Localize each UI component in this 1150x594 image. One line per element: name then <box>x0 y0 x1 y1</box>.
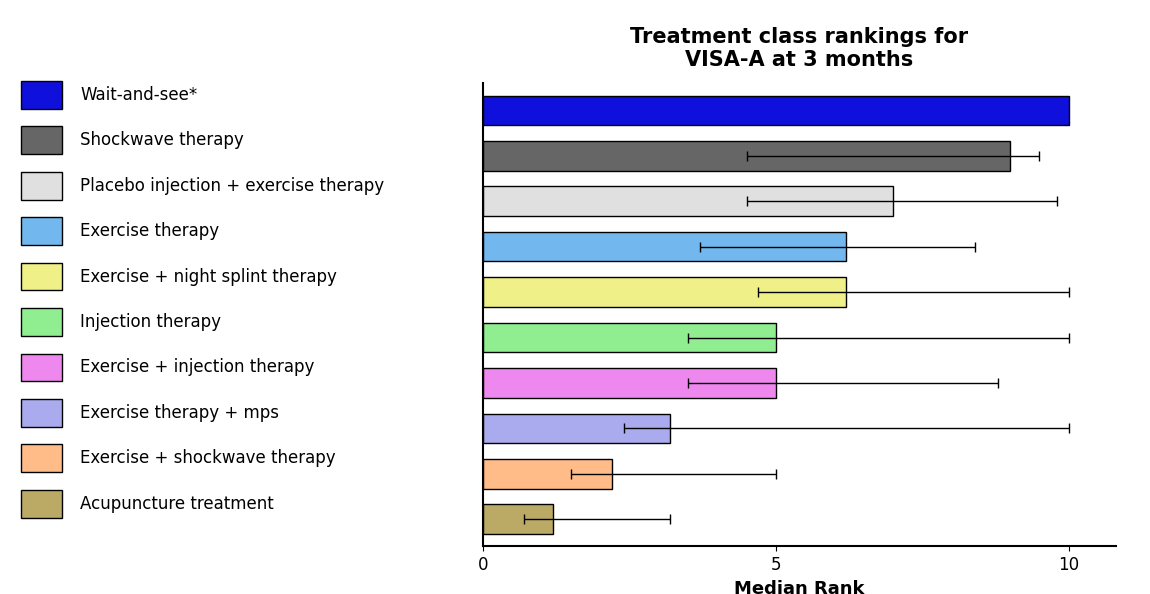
FancyBboxPatch shape <box>21 263 62 290</box>
Bar <box>483 141 1010 170</box>
Bar <box>483 504 553 534</box>
Text: Exercise + night splint therapy: Exercise + night splint therapy <box>81 267 337 286</box>
Text: Shockwave therapy: Shockwave therapy <box>81 131 244 149</box>
Text: Exercise therapy + mps: Exercise therapy + mps <box>81 404 279 422</box>
Text: Injection therapy: Injection therapy <box>81 313 222 331</box>
Bar <box>483 96 1068 125</box>
FancyBboxPatch shape <box>21 81 62 109</box>
FancyBboxPatch shape <box>21 399 62 426</box>
FancyBboxPatch shape <box>21 127 62 154</box>
FancyBboxPatch shape <box>21 217 62 245</box>
Bar <box>483 368 776 398</box>
Bar <box>483 413 670 443</box>
FancyBboxPatch shape <box>21 444 62 472</box>
Bar <box>483 277 846 307</box>
Text: Exercise + shockwave therapy: Exercise + shockwave therapy <box>81 449 336 467</box>
FancyBboxPatch shape <box>21 353 62 381</box>
Text: Wait-and-see*: Wait-and-see* <box>81 86 198 104</box>
FancyBboxPatch shape <box>21 172 62 200</box>
Bar <box>483 187 892 216</box>
Bar <box>483 459 612 488</box>
Text: Placebo injection + exercise therapy: Placebo injection + exercise therapy <box>81 176 384 195</box>
X-axis label: Median Rank: Median Rank <box>734 580 865 594</box>
Bar <box>483 323 776 352</box>
FancyBboxPatch shape <box>21 308 62 336</box>
FancyBboxPatch shape <box>21 490 62 517</box>
Text: Exercise therapy: Exercise therapy <box>81 222 220 240</box>
Text: Exercise + injection therapy: Exercise + injection therapy <box>81 358 315 377</box>
Bar <box>483 232 846 261</box>
Text: Acupuncture treatment: Acupuncture treatment <box>81 495 274 513</box>
Title: Treatment class rankings for
VISA-A at 3 months: Treatment class rankings for VISA-A at 3… <box>630 27 968 71</box>
